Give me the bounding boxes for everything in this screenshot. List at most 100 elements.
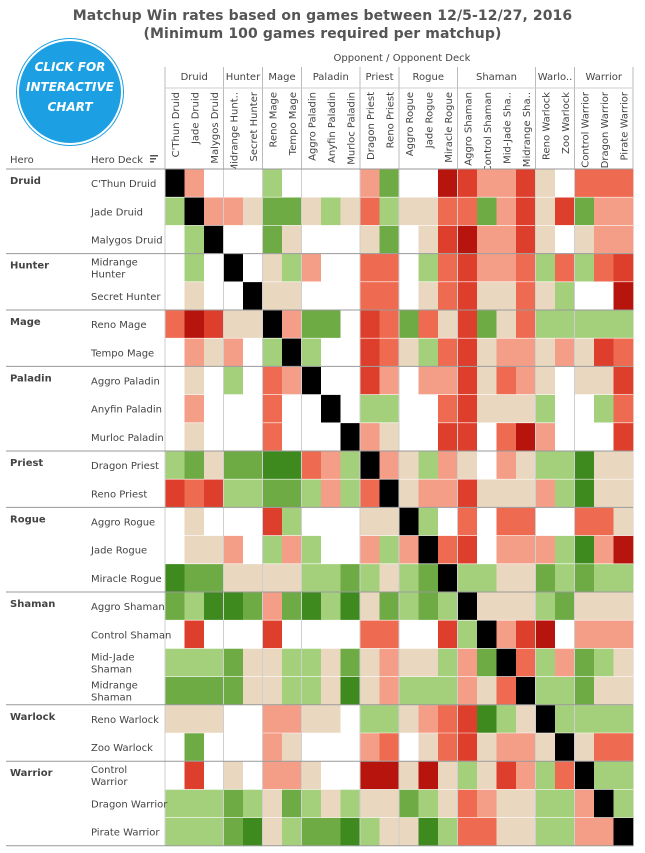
heatmap-cell[interactable] — [340, 592, 361, 621]
heatmap-cell[interactable] — [360, 648, 380, 677]
heatmap-cell[interactable] — [301, 394, 322, 424]
heatmap-cell[interactable] — [165, 310, 185, 339]
heatmap-cell[interactable] — [321, 338, 341, 367]
heatmap-cell[interactable] — [165, 451, 185, 480]
heatmap-cell[interactable] — [282, 169, 302, 198]
heatmap-cell[interactable] — [574, 479, 595, 508]
heatmap-cell[interactable] — [613, 592, 634, 621]
heatmap-cell[interactable] — [438, 507, 458, 536]
heatmap-cell[interactable] — [457, 676, 478, 706]
heatmap-cell[interactable] — [243, 563, 263, 593]
heatmap-cell[interactable] — [243, 592, 263, 621]
heatmap-cell[interactable] — [457, 281, 478, 311]
heatmap-cell[interactable] — [613, 704, 634, 734]
heatmap-cell[interactable] — [496, 704, 517, 734]
heatmap-cell[interactable] — [184, 507, 205, 536]
heatmap-cell[interactable] — [243, 704, 263, 734]
heatmap-cell[interactable] — [340, 479, 361, 508]
heatmap-cell[interactable] — [418, 648, 439, 677]
heatmap-cell[interactable] — [204, 620, 224, 649]
heatmap-cell[interactable] — [438, 225, 458, 254]
heatmap-cell[interactable] — [594, 281, 614, 311]
heatmap-cell[interactable] — [457, 817, 478, 847]
heatmap-cell[interactable] — [594, 761, 614, 790]
heatmap-cell[interactable] — [496, 338, 517, 367]
heatmap-cell[interactable] — [360, 761, 380, 790]
heatmap-cell[interactable] — [262, 338, 283, 367]
heatmap-cell[interactable] — [184, 366, 205, 395]
heatmap-cell[interactable] — [594, 422, 614, 452]
heatmap-cell[interactable] — [516, 535, 536, 565]
heatmap-cell[interactable] — [594, 338, 614, 367]
heatmap-cell[interactable] — [340, 535, 361, 565]
heatmap-cell[interactable] — [516, 394, 536, 424]
heatmap-cell[interactable] — [301, 422, 322, 452]
heatmap-cell[interactable] — [321, 535, 341, 565]
heatmap-cell[interactable] — [399, 761, 419, 790]
heatmap-cell[interactable] — [457, 507, 478, 536]
heatmap-cell[interactable] — [457, 310, 478, 339]
heatmap-cell[interactable] — [204, 479, 224, 508]
heatmap-cell[interactable] — [204, 451, 224, 480]
heatmap-cell[interactable] — [184, 338, 205, 367]
heatmap-cell[interactable] — [477, 507, 497, 536]
heatmap-cell[interactable] — [321, 394, 341, 424]
heatmap-cell[interactable] — [184, 563, 205, 593]
heatmap-cell[interactable] — [399, 479, 419, 508]
heatmap-cell[interactable] — [457, 479, 478, 508]
heatmap-cell[interactable] — [574, 253, 595, 283]
heatmap-cell[interactable] — [340, 563, 361, 593]
heatmap-cell[interactable] — [399, 225, 419, 254]
heatmap-cell[interactable] — [438, 733, 458, 762]
heatmap-cell[interactable] — [594, 676, 614, 706]
heatmap-cell[interactable] — [477, 620, 497, 649]
heatmap-cell[interactable] — [301, 761, 322, 790]
heatmap-cell[interactable] — [321, 310, 341, 339]
heatmap-cell[interactable] — [418, 310, 439, 339]
heatmap-cell[interactable] — [204, 507, 224, 536]
heatmap-cell[interactable] — [457, 394, 478, 424]
heatmap-cell[interactable] — [613, 507, 634, 536]
heatmap-cell[interactable] — [516, 620, 536, 649]
heatmap-cell[interactable] — [574, 366, 595, 395]
heatmap-cell[interactable] — [184, 197, 205, 226]
heatmap-cell[interactable] — [379, 169, 400, 198]
heatmap-cell[interactable] — [282, 422, 302, 452]
heatmap-cell[interactable] — [496, 422, 517, 452]
heatmap-cell[interactable] — [594, 197, 614, 226]
heatmap-cell[interactable] — [457, 592, 478, 621]
heatmap-cell[interactable] — [282, 817, 302, 847]
heatmap-cell[interactable] — [165, 225, 185, 254]
heatmap-cell[interactable] — [223, 704, 244, 734]
heatmap-cell[interactable] — [282, 197, 302, 226]
heatmap-cell[interactable] — [184, 479, 205, 508]
heatmap-cell[interactable] — [613, 817, 634, 847]
heatmap-cell[interactable] — [243, 761, 263, 790]
heatmap-cell[interactable] — [457, 620, 478, 649]
heatmap-cell[interactable] — [399, 733, 419, 762]
heatmap-cell[interactable] — [165, 422, 185, 452]
heatmap-cell[interactable] — [184, 451, 205, 480]
heatmap-cell[interactable] — [399, 366, 419, 395]
heatmap-cell[interactable] — [379, 394, 400, 424]
heatmap-cell[interactable] — [516, 253, 536, 283]
heatmap-cell[interactable] — [340, 338, 361, 367]
heatmap-cell[interactable] — [477, 451, 497, 480]
heatmap-cell[interactable] — [321, 592, 341, 621]
heatmap-cell[interactable] — [223, 366, 244, 395]
heatmap-cell[interactable] — [457, 733, 478, 762]
heatmap-cell[interactable] — [574, 648, 595, 677]
heatmap-cell[interactable] — [282, 648, 302, 677]
heatmap-cell[interactable] — [321, 789, 341, 818]
heatmap-cell[interactable] — [574, 394, 595, 424]
heatmap-cell[interactable] — [594, 225, 614, 254]
heatmap-cell[interactable] — [340, 704, 361, 734]
heatmap-cell[interactable] — [204, 761, 224, 790]
heatmap-cell[interactable] — [321, 648, 341, 677]
heatmap-cell[interactable] — [262, 507, 283, 536]
heatmap-cell[interactable] — [516, 704, 536, 734]
heatmap-cell[interactable] — [184, 310, 205, 339]
heatmap-cell[interactable] — [243, 281, 263, 311]
heatmap-cell[interactable] — [516, 817, 536, 847]
heatmap-cell[interactable] — [360, 310, 380, 339]
